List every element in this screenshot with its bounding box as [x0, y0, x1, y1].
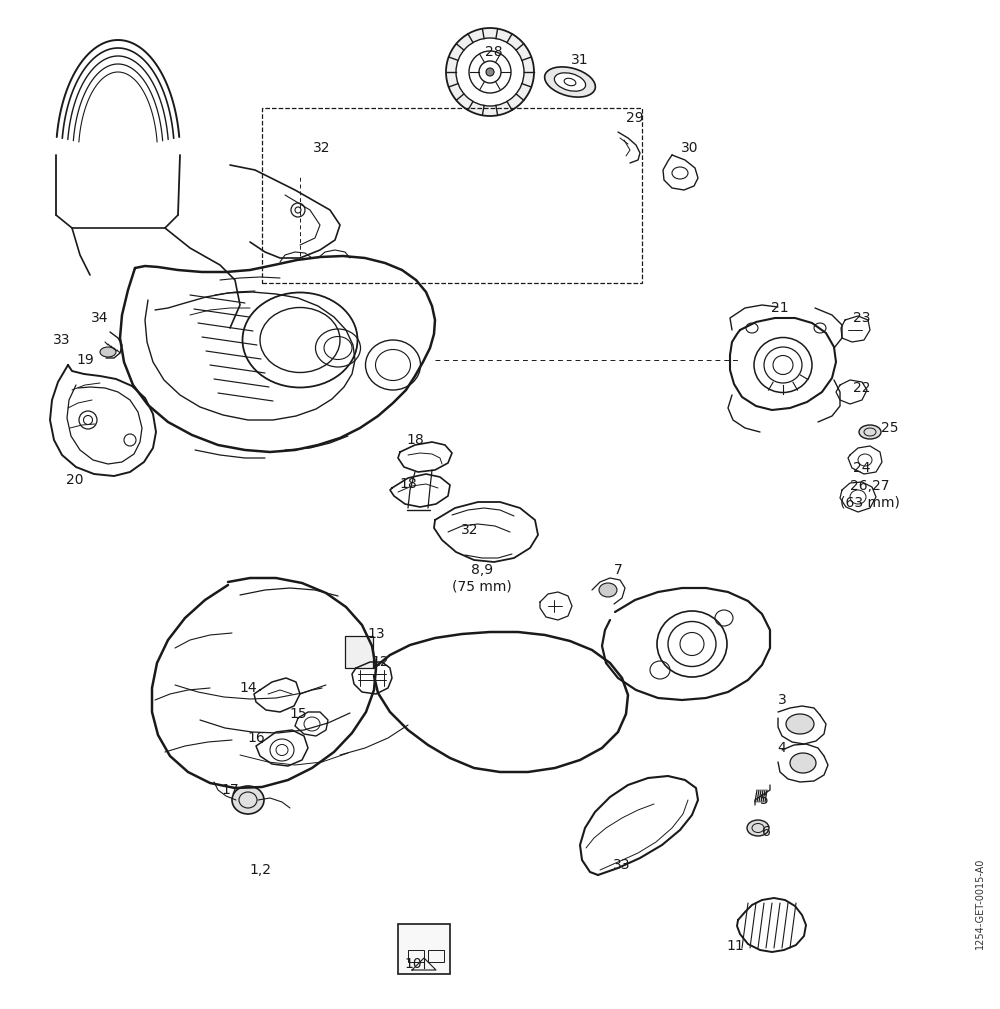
Text: 34: 34 — [91, 311, 109, 325]
Text: 12: 12 — [371, 655, 389, 669]
Ellipse shape — [599, 583, 617, 597]
Text: 24: 24 — [853, 461, 871, 475]
Text: 20: 20 — [66, 473, 84, 487]
Text: 29: 29 — [626, 111, 644, 125]
Ellipse shape — [100, 347, 116, 357]
Bar — [345, 636, 373, 668]
Text: 3: 3 — [778, 693, 786, 707]
Text: 4: 4 — [778, 741, 786, 755]
Text: 22: 22 — [853, 381, 871, 395]
Text: 5: 5 — [760, 793, 768, 807]
Text: 32: 32 — [461, 523, 479, 537]
Text: 10: 10 — [404, 957, 422, 971]
Text: 6: 6 — [762, 825, 770, 839]
Bar — [398, 924, 450, 974]
Text: 33: 33 — [53, 333, 71, 347]
Text: 19: 19 — [76, 353, 94, 367]
Text: 18: 18 — [399, 477, 417, 491]
Text: 30: 30 — [681, 141, 699, 155]
Ellipse shape — [859, 425, 881, 439]
Text: 25: 25 — [881, 421, 899, 435]
Text: 21: 21 — [771, 301, 789, 315]
Text: 33: 33 — [613, 858, 631, 872]
Text: 13: 13 — [367, 627, 385, 641]
Text: 23: 23 — [853, 311, 871, 325]
Text: 17: 17 — [221, 783, 239, 797]
Text: 14: 14 — [239, 681, 257, 695]
Text: 15: 15 — [289, 707, 307, 721]
Ellipse shape — [232, 786, 264, 814]
Text: 8,9
(75 mm): 8,9 (75 mm) — [452, 563, 512, 593]
Ellipse shape — [545, 67, 595, 97]
Text: 11: 11 — [726, 939, 744, 952]
Ellipse shape — [747, 820, 769, 836]
Ellipse shape — [554, 73, 586, 91]
Ellipse shape — [486, 68, 494, 76]
Bar — [408, 950, 424, 962]
Text: 26,27
(63 mm): 26,27 (63 mm) — [840, 479, 900, 510]
Bar — [262, 108, 642, 283]
Ellipse shape — [446, 28, 534, 116]
Bar — [428, 950, 444, 962]
Ellipse shape — [456, 38, 524, 106]
Text: 16: 16 — [247, 731, 265, 745]
Text: 31: 31 — [571, 53, 589, 67]
Ellipse shape — [786, 714, 814, 734]
Ellipse shape — [790, 753, 816, 773]
Text: 18: 18 — [406, 433, 424, 447]
Text: 28: 28 — [485, 45, 503, 59]
Text: 1,2: 1,2 — [249, 863, 271, 877]
Text: 1254-GET-0015-A0: 1254-GET-0015-A0 — [975, 858, 985, 949]
Text: 32: 32 — [313, 141, 331, 155]
Text: 7: 7 — [614, 563, 622, 577]
